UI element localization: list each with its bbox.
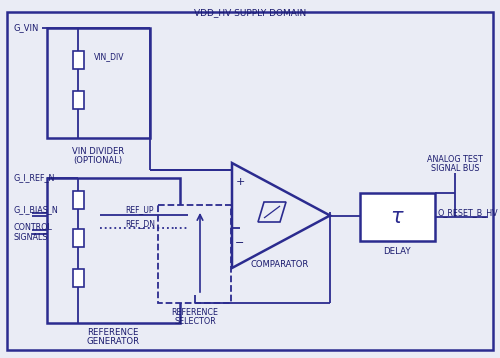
- Text: DELAY: DELAY: [383, 247, 411, 256]
- Bar: [72, 51, 84, 69]
- Bar: [72, 91, 84, 109]
- Text: REF_UP: REF_UP: [125, 205, 154, 214]
- Bar: [47, 178, 180, 323]
- Bar: [360, 193, 435, 241]
- Text: G_I_BIAS_N: G_I_BIAS_N: [13, 205, 58, 214]
- Text: SELECTOR: SELECTOR: [174, 317, 216, 326]
- Text: REF_DN: REF_DN: [125, 219, 155, 228]
- Text: G_I_REF_N: G_I_REF_N: [13, 174, 54, 183]
- Bar: [47, 28, 150, 138]
- Text: VIN DIVIDER: VIN DIVIDER: [72, 147, 124, 156]
- Bar: [72, 191, 84, 209]
- Text: CONTROL: CONTROL: [13, 223, 52, 232]
- Text: O_RESET_B_HV: O_RESET_B_HV: [437, 208, 498, 218]
- Bar: [72, 229, 84, 247]
- Text: SIGNALS: SIGNALS: [13, 232, 48, 242]
- Text: REFERENCE: REFERENCE: [172, 308, 218, 317]
- Text: G_VIN: G_VIN: [13, 24, 38, 33]
- Text: GENERATOR: GENERATOR: [86, 337, 140, 346]
- Text: VDD_HV SUPPLY DOMAIN: VDD_HV SUPPLY DOMAIN: [194, 8, 306, 17]
- Text: SIGNAL BUS: SIGNAL BUS: [431, 164, 479, 173]
- Bar: [72, 269, 84, 287]
- Text: +: +: [236, 177, 244, 187]
- Text: −: −: [236, 238, 244, 248]
- Bar: [158, 205, 231, 303]
- Text: $\tau$: $\tau$: [390, 207, 404, 227]
- Text: ANALOG TEST: ANALOG TEST: [427, 155, 483, 164]
- Text: VIN_DIV: VIN_DIV: [94, 53, 124, 62]
- Text: REFERENCE: REFERENCE: [88, 328, 139, 337]
- Text: COMPARATOR: COMPARATOR: [251, 260, 309, 269]
- Text: (OPTIONAL): (OPTIONAL): [74, 156, 122, 165]
